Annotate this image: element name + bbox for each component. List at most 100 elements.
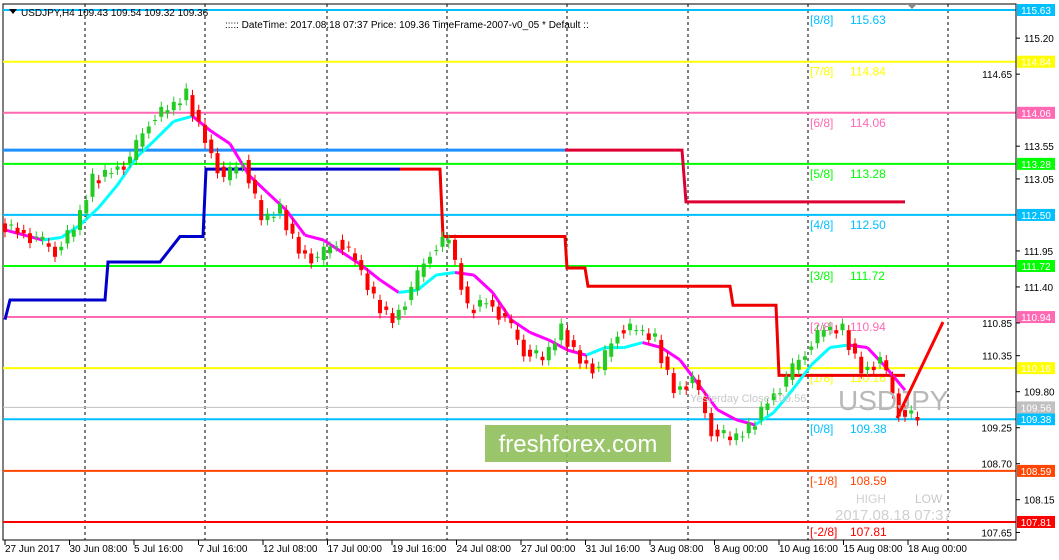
- murrey-level-label: [5/8]: [810, 167, 833, 181]
- candle: [28, 233, 32, 244]
- candle: [765, 403, 770, 411]
- candle: [415, 270, 420, 291]
- candle: [846, 330, 851, 351]
- candle: [465, 286, 470, 304]
- trend-ma-segment: [436, 271, 456, 277]
- candle: [234, 166, 239, 174]
- price-tag: 114.06: [1021, 109, 1051, 120]
- y-tick-label: 113.55: [1024, 142, 1054, 153]
- murrey-level-price: 109.38: [850, 422, 887, 436]
- candle: [509, 319, 514, 324]
- candle: [721, 430, 726, 434]
- candle: [134, 140, 139, 160]
- candle: [253, 180, 257, 194]
- trend-ma-segment: [379, 278, 400, 294]
- trend-ma-segment: [472, 273, 494, 294]
- trend-line[interactable]: [895, 321, 945, 419]
- signal-line-red: [400, 167, 905, 377]
- trend-ma-segment: [885, 366, 907, 392]
- symbol-watermark: USDJPY: [838, 385, 949, 416]
- candle: [9, 224, 14, 226]
- candle: [703, 396, 707, 414]
- trend-ma-segment: [754, 411, 775, 427]
- price-tag-bg: [1017, 259, 1055, 272]
- trend-ma-segment: [135, 138, 157, 159]
- candle: [203, 124, 207, 143]
- candle: [771, 393, 776, 401]
- candle: [90, 173, 95, 197]
- x-tick-label: 7 Jul 16:00: [199, 544, 248, 555]
- trend-ma-segment: [228, 142, 251, 176]
- trend-ma-segment: [416, 273, 438, 292]
- candle: [371, 286, 376, 294]
- murrey-level-price: 114.84: [850, 65, 886, 79]
- candle: [909, 410, 914, 414]
- candle: [459, 263, 464, 290]
- shift-marker-icon[interactable]: [907, 4, 917, 9]
- trend-ma-segment: [623, 341, 643, 350]
- candle: [665, 356, 670, 370]
- murrey-level-price: 113.28: [850, 167, 886, 181]
- trend-ma-segment: [285, 209, 307, 237]
- candle: [834, 330, 839, 334]
- candle: [709, 413, 714, 437]
- trend-ma-segment: [210, 130, 231, 145]
- price-tag: 115.63: [1021, 6, 1051, 17]
- trend-ma-segment: [322, 238, 344, 254]
- murrey-level-label: [6/8]: [810, 116, 833, 130]
- candle: [478, 300, 482, 307]
- candle: [384, 306, 389, 310]
- candle: [653, 333, 657, 337]
- price-tag: 109.38: [1021, 415, 1052, 426]
- price-tag: 112.50: [1021, 211, 1051, 222]
- candle: [553, 343, 557, 351]
- candle: [46, 243, 51, 247]
- x-tick-label: 17 Jul 00:00: [328, 544, 383, 555]
- candle: [584, 360, 589, 364]
- candle: [103, 169, 107, 177]
- high-label: HIGH: [856, 492, 886, 506]
- murrey-level-label: [8/8]: [810, 13, 833, 27]
- x-tick-label: 27 Jun 2017: [5, 544, 60, 555]
- candle: [646, 333, 651, 340]
- candle: [84, 200, 89, 214]
- candle: [621, 330, 626, 334]
- candle: [746, 423, 751, 434]
- candle: [440, 236, 445, 247]
- x-tick-label: 27 Jul 00:00: [521, 544, 576, 555]
- trend-ma-segment: [585, 346, 606, 357]
- price-tag: 108.59: [1021, 467, 1052, 478]
- candle: [471, 309, 476, 314]
- trend-ma-segment: [866, 346, 888, 369]
- price-tag-bg: [1017, 515, 1055, 528]
- trend-ma-segment: [23, 233, 43, 242]
- candle: [696, 379, 701, 390]
- x-tick-label: 19 Jul 16:00: [392, 544, 447, 555]
- trend-ma-segment: [829, 343, 849, 349]
- trend-ma-segment: [548, 338, 569, 352]
- candle: [284, 210, 289, 231]
- candle: [53, 246, 57, 257]
- x-tick-label: 10 Aug 16:00: [779, 544, 838, 555]
- murrey-level-label: [4/8]: [810, 218, 833, 232]
- candle: [240, 166, 245, 168]
- collapse-triangle-icon[interactable]: [9, 9, 17, 14]
- trend-ma-segment: [4, 228, 25, 237]
- candle: [40, 236, 45, 240]
- candle: [915, 417, 920, 421]
- price-tag-bg: [1017, 4, 1055, 16]
- candle: [353, 253, 357, 261]
- candle: [528, 349, 532, 357]
- candle: [59, 246, 64, 251]
- candle: [565, 330, 570, 347]
- candle: [303, 250, 307, 254]
- candle: [453, 239, 457, 260]
- candle: [184, 88, 189, 101]
- candle: [715, 429, 720, 437]
- candle: [265, 213, 270, 221]
- trend-ma-segment: [247, 173, 269, 194]
- low-label: LOW: [915, 492, 943, 506]
- trend-ma-segment: [735, 418, 756, 427]
- candle: [121, 166, 126, 170]
